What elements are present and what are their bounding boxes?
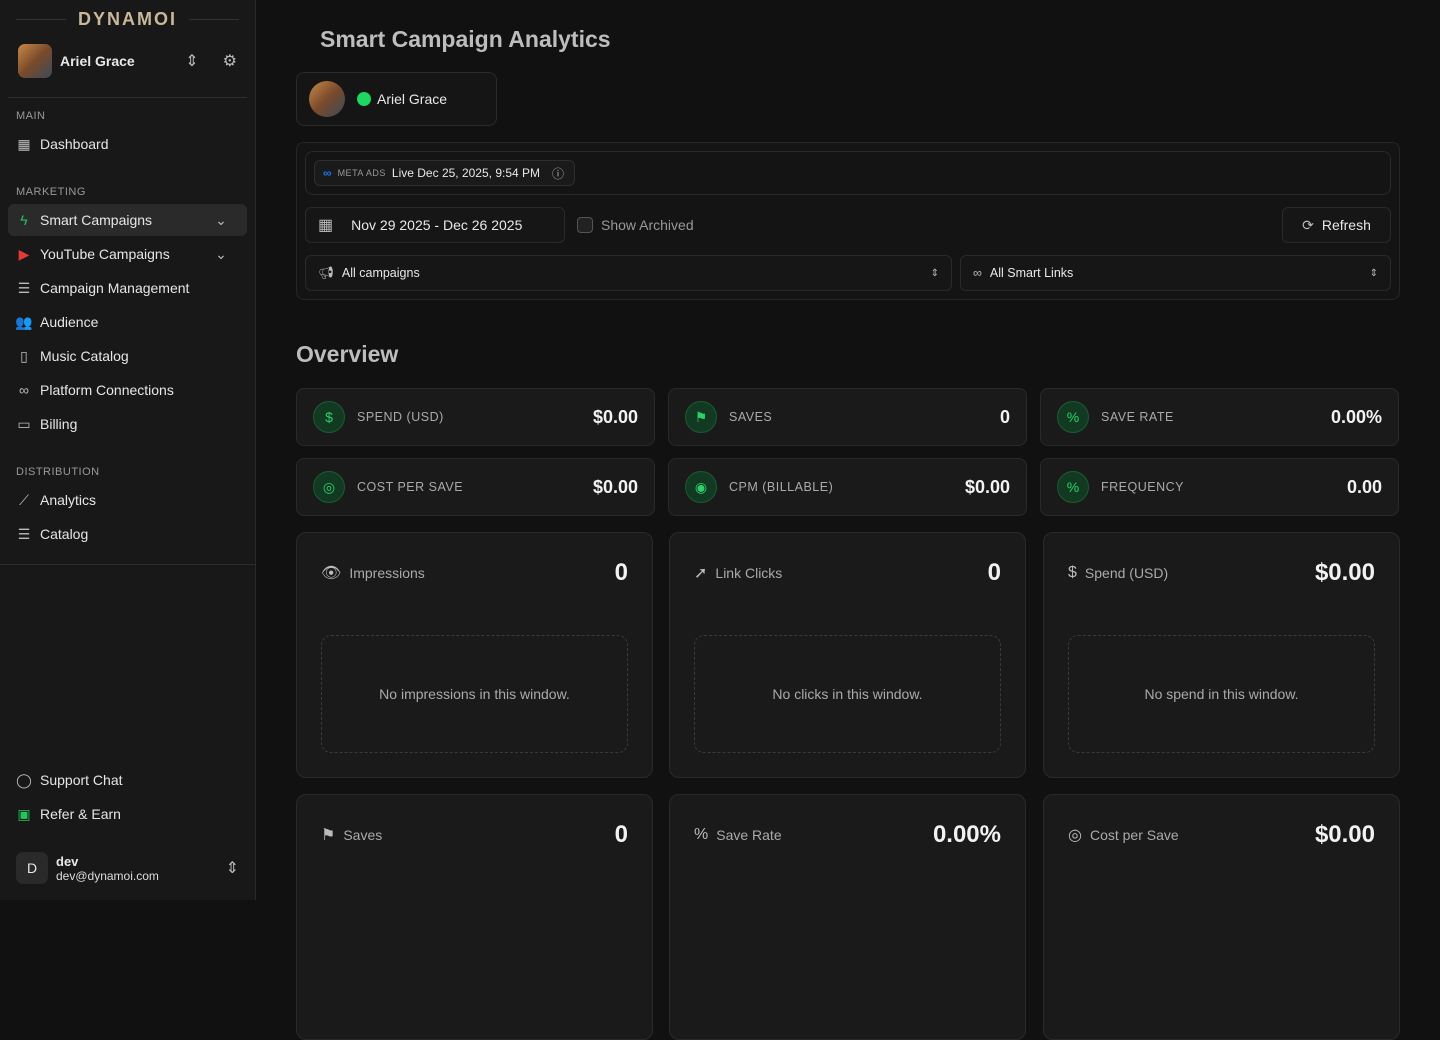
list-icon: ☰: [17, 279, 31, 296]
bookmark-icon: ⚑: [321, 827, 336, 844]
saves-card: ⚑ Saves 0: [296, 794, 653, 1040]
percent-icon: %: [694, 826, 709, 843]
coins-icon: ◎: [1068, 827, 1082, 844]
link-icon: ∞: [973, 266, 982, 280]
chat-icon: ◯: [16, 771, 32, 788]
gear-icon[interactable]: ⚙: [222, 53, 237, 70]
sidebar: DYNAMOI Ariel Grace ⇕ ⚙ MAIN ▦ Dashboard …: [0, 0, 256, 900]
eye-icon: 👁︎: [321, 565, 342, 582]
section-distribution: DISTRIBUTION: [16, 466, 100, 478]
campaign-select[interactable]: 📢︎ All campaigns ⇕: [305, 255, 952, 291]
save-rate-card: % Save Rate 0.00%: [669, 794, 1026, 1040]
refresh-button[interactable]: ⟳ Refresh: [1282, 207, 1391, 243]
spend-card: $ Spend (USD) $0.00 No spend in this windo…: [1043, 532, 1400, 778]
chevrons-up-down-icon[interactable]: ⇕: [185, 53, 199, 70]
date-range-picker[interactable]: ▦ Nov 29 2025 - Dec 26 2025: [305, 207, 565, 243]
sidebar-item-billing[interactable]: ▭ Billing: [17, 415, 78, 433]
sidebar-item-music-catalog[interactable]: ▯ Music Catalog: [8, 340, 247, 372]
list-icon: ☰: [17, 525, 31, 542]
artist-switcher[interactable]: Ariel Grace ⇕ ⚙: [18, 44, 237, 78]
artist-avatar: [18, 44, 52, 78]
artist-avatar: [309, 81, 345, 117]
brand-logo: DYNAMOI: [16, 8, 239, 30]
link-clicks-card: ➚ Link Clicks 0 No clicks in this window.: [669, 532, 1026, 778]
chart-line-icon: ⟋: [19, 491, 29, 508]
refer-earn-link[interactable]: ▣ Refer & Earn: [17, 805, 121, 823]
stat-save-rate: % SAVE RATE 0.00%: [1040, 388, 1399, 446]
artist-chip[interactable]: Ariel Grace: [296, 72, 497, 126]
radar-icon: ◉: [685, 471, 717, 503]
sidebar-item-catalog[interactable]: ☰ Catalog: [17, 525, 89, 543]
main-content: Smart Campaign Analytics Ariel Grace ∞ M…: [256, 0, 1440, 1040]
dollar-icon: $: [1068, 564, 1077, 581]
sidebar-item-audience[interactable]: 👥 Audience: [15, 313, 99, 331]
impressions-card: 👁︎ Impressions 0 No impressions in this wi…: [296, 532, 653, 778]
chevrons-up-down-icon: ⇕: [930, 267, 939, 279]
coins-icon: ◎: [313, 471, 345, 503]
cursor-icon: ➚: [694, 565, 708, 582]
smart-links-select[interactable]: ∞ All Smart Links ⇕: [960, 255, 1391, 291]
cost-per-save-card: ◎ Cost per Save $0.00: [1043, 794, 1400, 1040]
sidebar-item-dashboard[interactable]: ▦ Dashboard: [17, 135, 109, 153]
stat-frequency: % FREQUENCY 0.00: [1040, 458, 1399, 516]
book-icon: ▯: [20, 347, 28, 364]
user-menu[interactable]: D dev dev@dynamoi.com ⇕: [16, 852, 239, 884]
percent-icon: %: [1057, 471, 1089, 503]
section-main: MAIN: [16, 110, 46, 122]
refresh-icon: ⟳: [1302, 216, 1314, 233]
megaphone-icon: 📢︎: [318, 265, 334, 280]
sidebar-item-smart-campaigns[interactable]: ϟ Smart Campaigns ⌄: [8, 204, 247, 236]
dollar-icon: $: [313, 401, 345, 433]
sidebar-item-analytics[interactable]: ⟋ Analytics: [8, 484, 247, 516]
calendar-icon: ▦: [318, 217, 334, 234]
user-name: dev: [56, 853, 79, 869]
stat-spend: $ SPEND (USD) $0.00: [296, 388, 655, 446]
meta-ads-status: ∞ META ADS Live Dec 25, 2025, 9:54 PM ⓘ: [314, 160, 576, 186]
show-archived-checkbox[interactable]: [577, 217, 593, 233]
page-title: Smart Campaign Analytics: [320, 26, 611, 52]
stat-cpm: ◉ CPM (BILLABLE) $0.00: [668, 458, 1027, 516]
overview-heading: Overview: [296, 341, 399, 367]
bookmark-icon: ⚑: [685, 401, 717, 433]
show-archived-toggle[interactable]: Show Archived: [577, 217, 694, 233]
sidebar-item-platform-connections[interactable]: ∞ Platform Connections: [8, 374, 247, 406]
percent-icon: %: [1057, 401, 1089, 433]
chevron-down-icon: ⌄: [215, 211, 227, 228]
section-marketing: MARKETING: [16, 186, 86, 198]
empty-state: No spend in this window.: [1068, 635, 1375, 753]
sidebar-item-youtube-campaigns[interactable]: ▶ YouTube Campaigns ⌄: [8, 238, 247, 270]
spotify-icon: [357, 92, 371, 106]
support-chat-link[interactable]: ◯ Support Chat: [16, 771, 123, 789]
empty-state: No clicks in this window.: [694, 635, 1001, 753]
info-icon[interactable]: ⓘ: [552, 166, 565, 181]
credit-card-icon: ▭: [17, 415, 31, 432]
link-icon: ∞: [19, 382, 29, 398]
users-icon: 👥: [15, 313, 33, 330]
banknote-icon: ▣: [17, 805, 31, 822]
filter-panel: ∞ META ADS Live Dec 25, 2025, 9:54 PM ⓘ …: [296, 142, 1400, 300]
chevrons-up-down-icon: ⇕: [225, 860, 239, 877]
user-avatar: D: [16, 852, 48, 884]
divider: [8, 97, 247, 98]
stat-cost-per-save: ◎ COST PER SAVE $0.00: [296, 458, 655, 516]
chevrons-up-down-icon: ⇕: [1369, 267, 1378, 279]
divider: [0, 564, 255, 565]
empty-state: No impressions in this window.: [321, 635, 628, 753]
dashboard-icon: ▦: [17, 135, 31, 152]
meta-icon: ∞: [323, 166, 332, 180]
youtube-icon: ▶: [18, 245, 30, 262]
lightning-icon: ϟ: [20, 212, 28, 228]
sidebar-item-campaign-management[interactable]: ☰ Campaign Management: [17, 279, 190, 297]
chevron-down-icon: ⌄: [215, 245, 227, 262]
meta-status-bar: ∞ META ADS Live Dec 25, 2025, 9:54 PM ⓘ: [305, 151, 1391, 195]
user-email: dev@dynamoi.com: [56, 868, 159, 883]
stat-saves: ⚑ SAVES 0: [668, 388, 1027, 446]
